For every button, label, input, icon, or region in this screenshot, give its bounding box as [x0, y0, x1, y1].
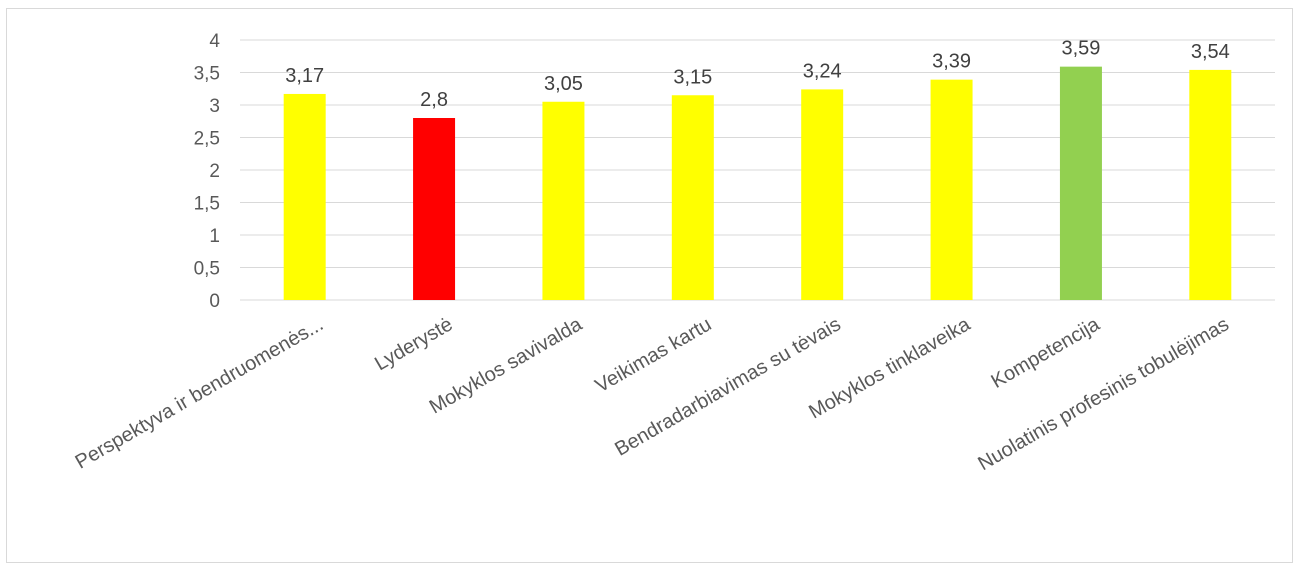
y-tick-label: 2 — [209, 161, 220, 182]
category-label: Bendradarbiavimas su tėvais — [611, 313, 844, 460]
bar — [1059, 66, 1102, 301]
category-label: Lyderystė — [371, 313, 456, 375]
y-tick-label: 3 — [209, 96, 220, 117]
category-labels: Perspektyva ir bendruomenės... LyderystėM… — [72, 313, 1233, 475]
category-label: Nuolatinis profesinis tobulėjimas — [974, 313, 1232, 475]
bar — [1189, 69, 1232, 301]
y-tick-label: 2,5 — [194, 129, 220, 150]
data-label: 3,24 — [803, 60, 842, 82]
data-label: 3,54 — [1191, 41, 1230, 63]
bars — [283, 66, 1232, 301]
bar — [283, 93, 326, 300]
category-label: Veikimas kartu — [592, 313, 716, 397]
bar — [542, 101, 585, 300]
category-label: Kompetencija — [987, 313, 1104, 393]
data-label: 2,8 — [420, 89, 448, 111]
category-label: Perspektyva ir bendruomenės... — [72, 313, 328, 473]
bar — [930, 79, 973, 301]
y-tick-label: 0,5 — [194, 259, 220, 280]
data-label: 3,15 — [673, 66, 712, 88]
data-label: 3,17 — [285, 65, 324, 87]
gridlines — [240, 39, 1275, 301]
y-tick-label: 1 — [209, 226, 220, 247]
data-labels: 3,17 2,8 3,05 3,15 3,24 3,39 3,59 3,54 — [285, 38, 1230, 111]
bar — [671, 95, 714, 300]
y-tick-label: 4 — [209, 31, 220, 52]
y-tick-label: 3,5 — [194, 64, 220, 85]
y-tick-label: 0 — [209, 291, 220, 312]
data-label: 3,39 — [932, 51, 971, 73]
y-tick-label: 1,5 — [194, 194, 220, 215]
bar — [801, 89, 844, 301]
bar — [413, 118, 456, 300]
y-axis-ticks: 0 0,5 1 1,5 2 2,5 3 3,5 4 — [194, 31, 221, 312]
data-label: 3,59 — [1061, 38, 1100, 60]
data-label: 3,05 — [544, 73, 583, 95]
